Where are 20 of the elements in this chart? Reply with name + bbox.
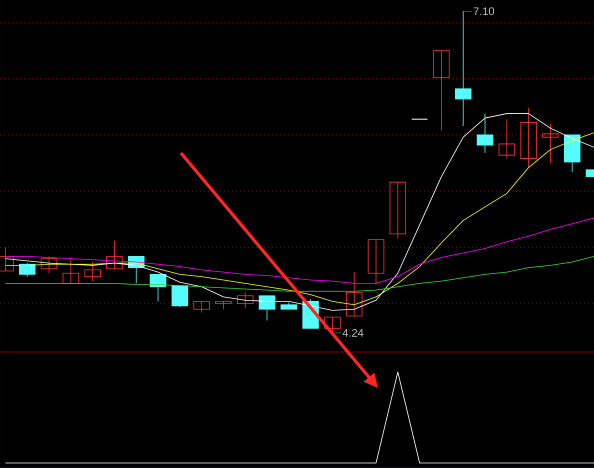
candlestick — [476, 113, 494, 154]
candlestick — [215, 300, 232, 310]
candlestick — [19, 262, 36, 278]
candlestick — [258, 295, 276, 321]
candlestick — [84, 262, 101, 282]
candlestick — [236, 292, 254, 309]
candlestick — [106, 240, 123, 270]
candlestick — [390, 182, 406, 239]
annotation: 4.24 — [342, 329, 364, 337]
candlestick — [498, 118, 516, 159]
candlestick — [368, 239, 384, 285]
annotation: 7.10 — [474, 7, 494, 16]
candlestick — [193, 300, 210, 314]
candlestick — [40, 256, 58, 274]
candlestick — [172, 285, 188, 308]
candlestick — [433, 50, 450, 131]
candlestick — [542, 123, 559, 164]
candlestick — [346, 272, 362, 316]
candlestick — [150, 274, 166, 302]
candlestick — [520, 108, 537, 168]
